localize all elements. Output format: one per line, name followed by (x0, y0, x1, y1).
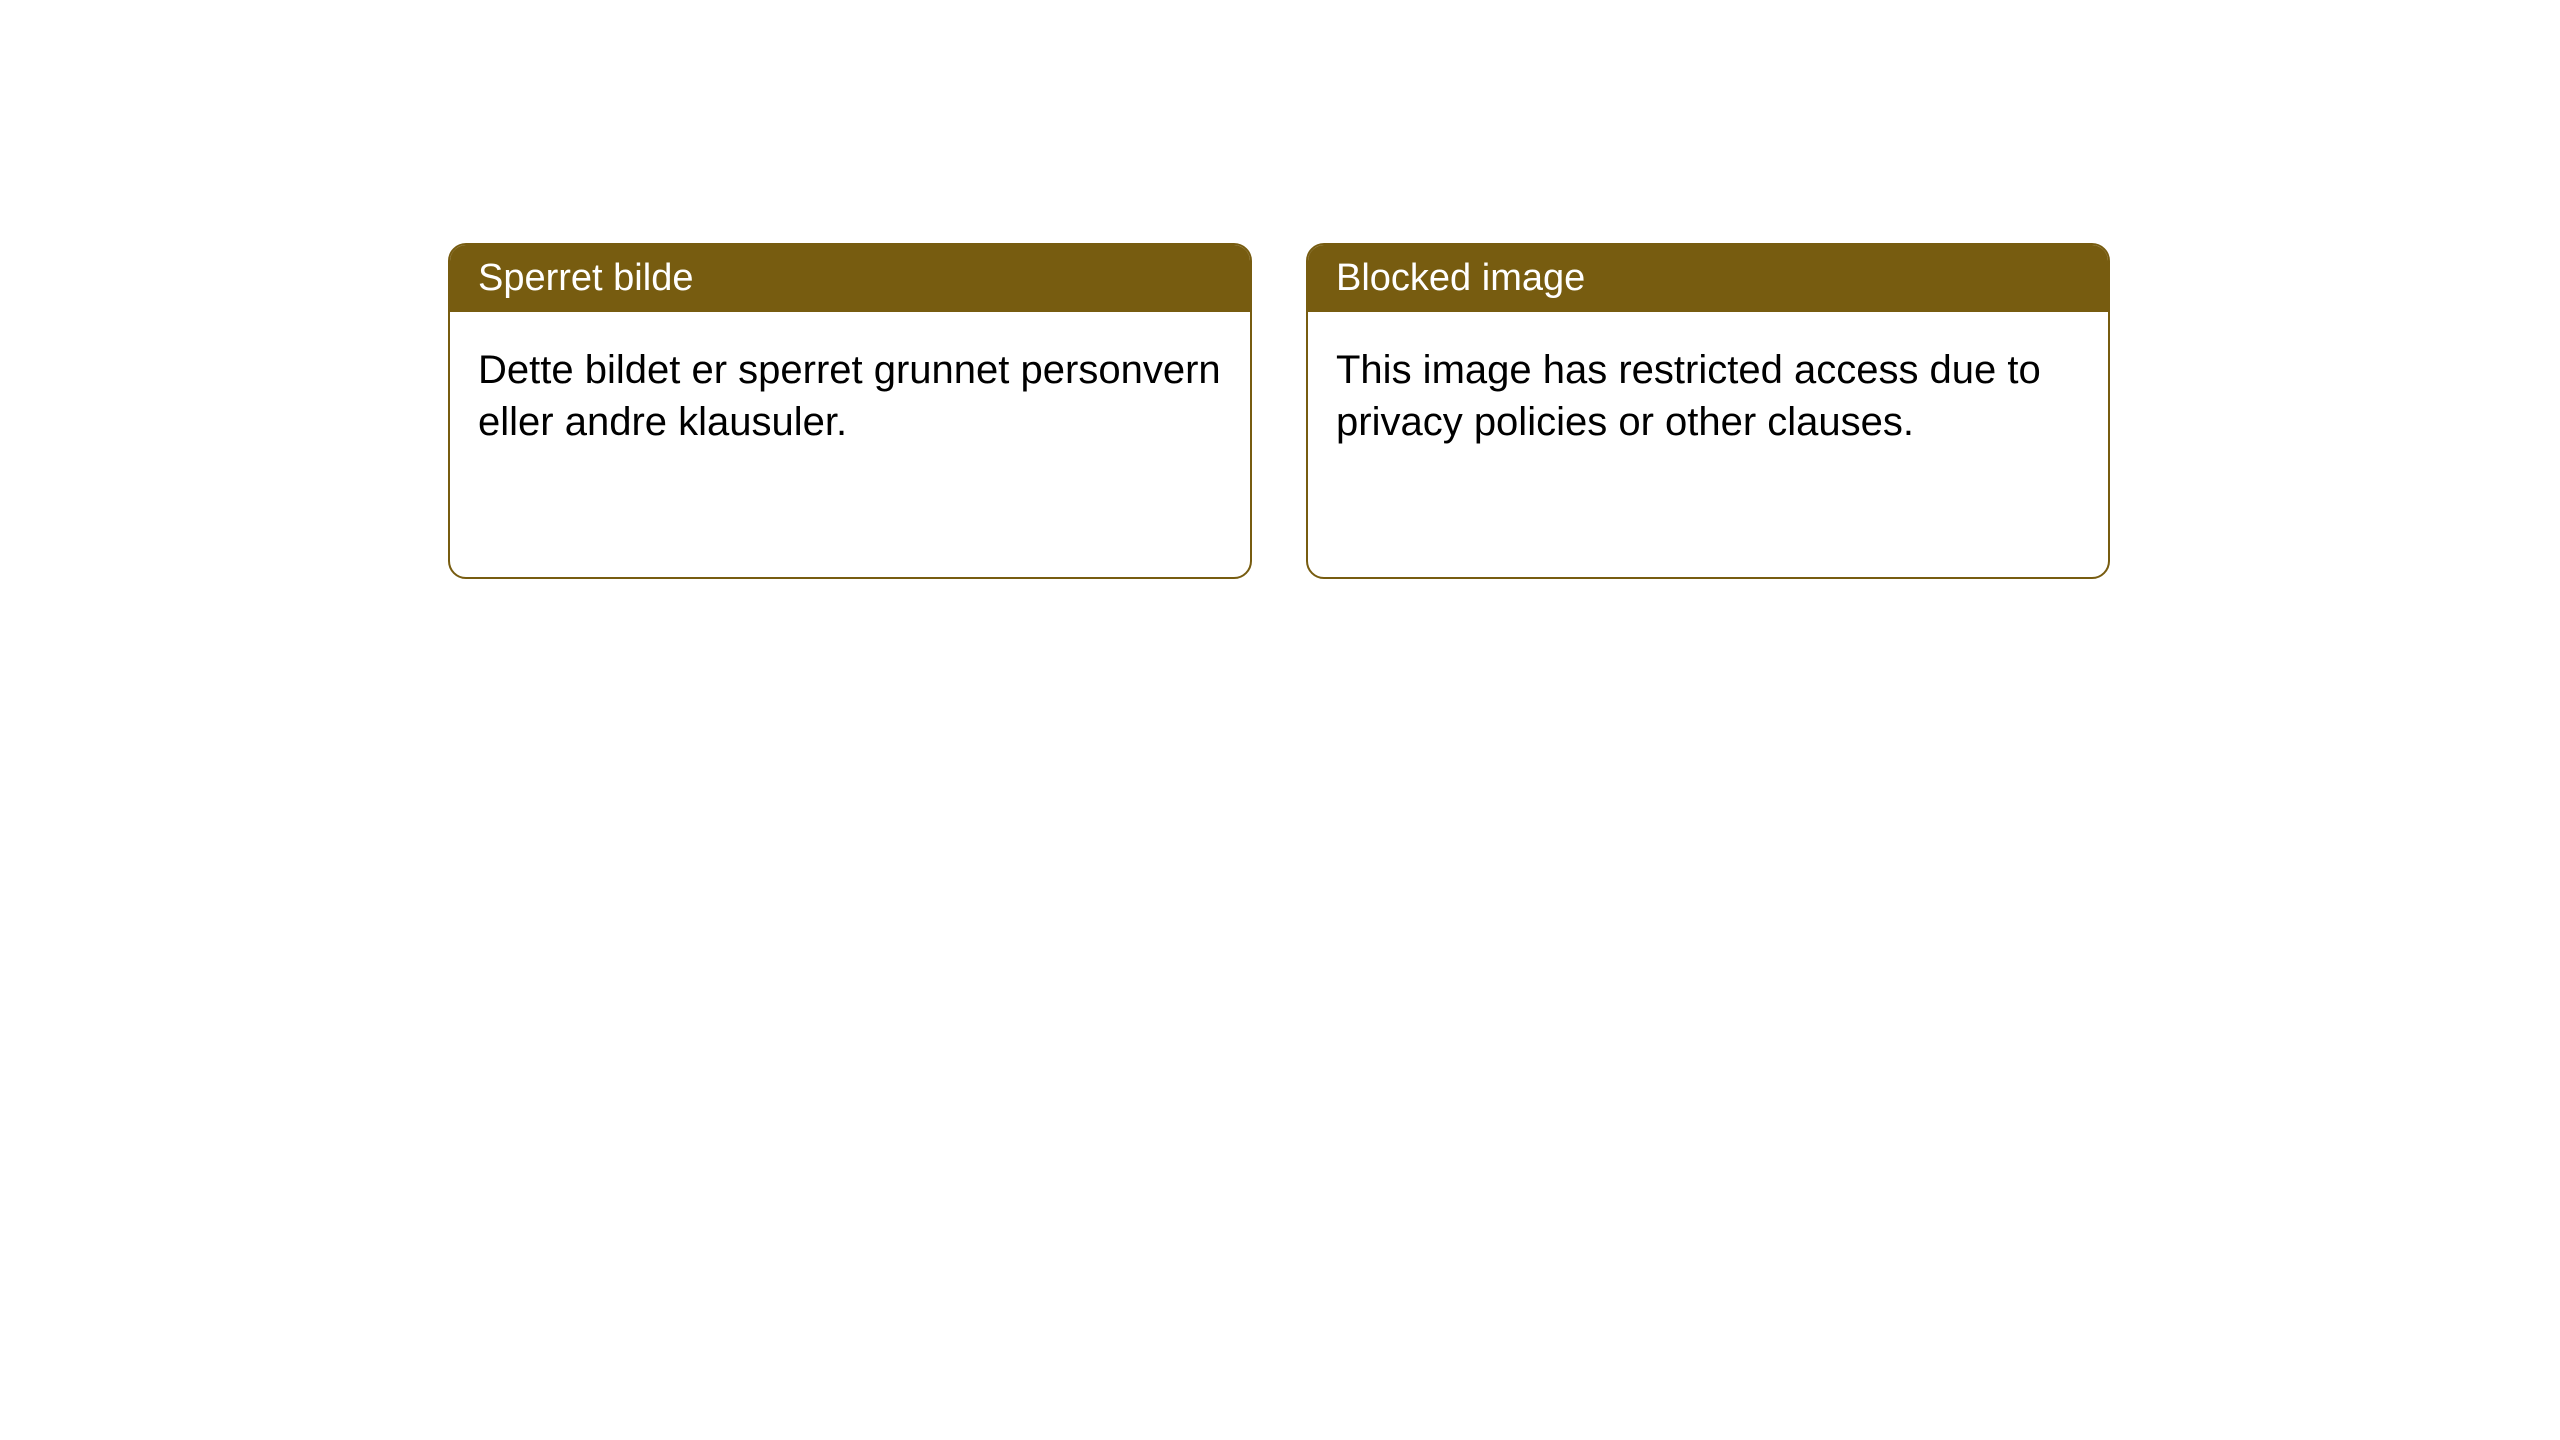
card-header-english: Blocked image (1308, 245, 2108, 312)
card-body-english: This image has restricted access due to … (1308, 312, 2108, 480)
card-title-norwegian: Sperret bilde (478, 257, 693, 299)
card-header-norwegian: Sperret bilde (450, 245, 1250, 312)
card-body-norwegian: Dette bildet er sperret grunnet personve… (450, 312, 1250, 480)
card-text-english: This image has restricted access due to … (1336, 348, 2041, 444)
cards-container: Sperret bilde Dette bildet er sperret gr… (0, 0, 2560, 579)
card-text-norwegian: Dette bildet er sperret grunnet personve… (478, 348, 1221, 444)
card-title-english: Blocked image (1336, 257, 1585, 299)
card-norwegian: Sperret bilde Dette bildet er sperret gr… (448, 243, 1252, 579)
card-english: Blocked image This image has restricted … (1306, 243, 2110, 579)
